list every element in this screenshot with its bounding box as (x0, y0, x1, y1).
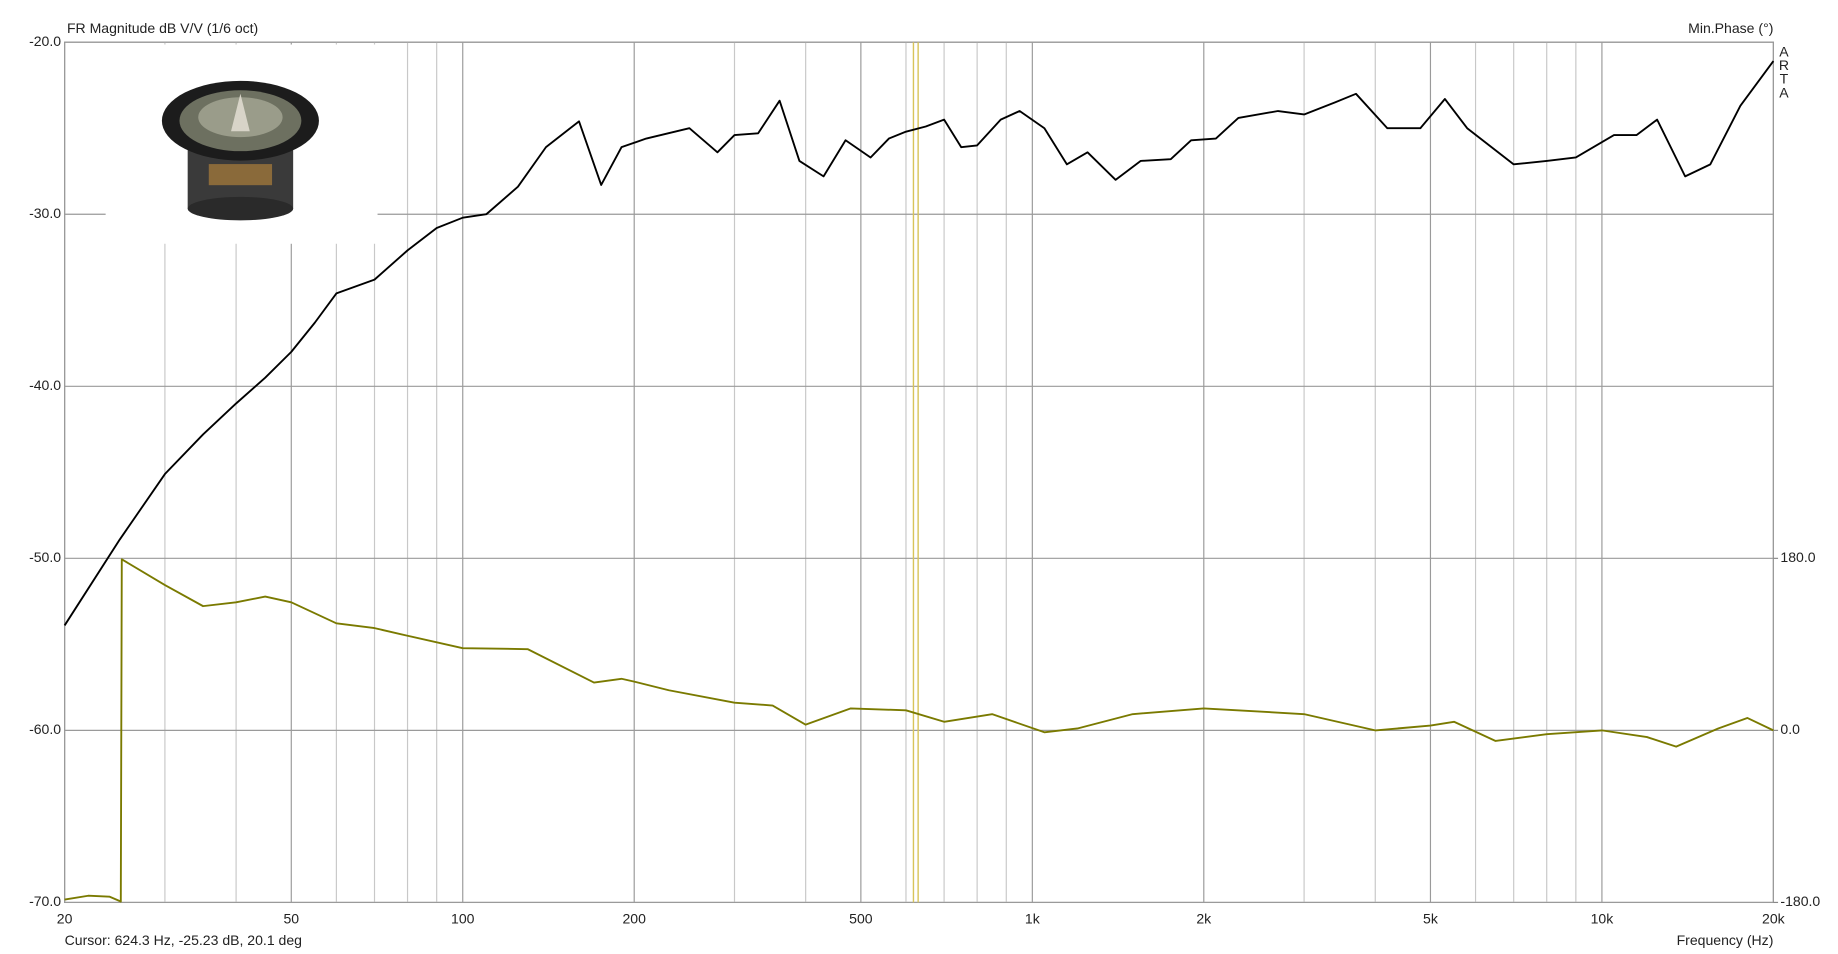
chart-title: FR Magnitude dB V/V (1/6 oct) (67, 20, 258, 36)
plot (63, 42, 1775, 903)
x-tick-label: 100 (451, 911, 475, 927)
magnet-base (187, 196, 294, 221)
x-tick-label: 2k (1196, 911, 1212, 927)
y2-tick-label: -180.0 (1780, 893, 1820, 909)
x-tick-label: 20 (57, 911, 73, 927)
y-tick-label: -30.0 (29, 205, 61, 221)
grid (64, 41, 1779, 904)
labels: FR Magnitude dB V/V (1/6 oct) Min.Phase … (29, 20, 1820, 948)
terminals (208, 164, 273, 186)
speaker-photo (105, 44, 378, 244)
y2-tick-label: 180.0 (1780, 549, 1815, 565)
x-tick-label: 10k (1591, 911, 1615, 927)
y2-tick-label: 0.0 (1780, 721, 1800, 737)
x-tick-label: 50 (283, 911, 299, 927)
x-tick-label: 200 (622, 911, 646, 927)
y2-axis-title: Min.Phase (°) (1688, 20, 1773, 36)
series-line (64, 558, 1774, 903)
x-tick-label: 500 (849, 911, 873, 927)
watermark: ARTA (1776, 43, 1792, 98)
phase-plug (231, 93, 250, 132)
x-tick-label: 5k (1423, 911, 1439, 927)
cursor-readout: Cursor: 624.3 Hz, -25.23 dB, 20.1 deg (65, 932, 302, 948)
y-tick-label: -60.0 (29, 721, 61, 737)
x-axis-title: Frequency (Hz) (1677, 932, 1774, 948)
y-tick-label: -50.0 (29, 549, 61, 565)
x-tick-label: 20k (1762, 911, 1786, 927)
y-tick-label: -70.0 (29, 893, 61, 909)
series-line (63, 60, 1775, 626)
y-tick-label: -40.0 (29, 377, 61, 393)
y-tick-label: -20.0 (29, 33, 61, 49)
x-tick-label: 1k (1025, 911, 1041, 927)
